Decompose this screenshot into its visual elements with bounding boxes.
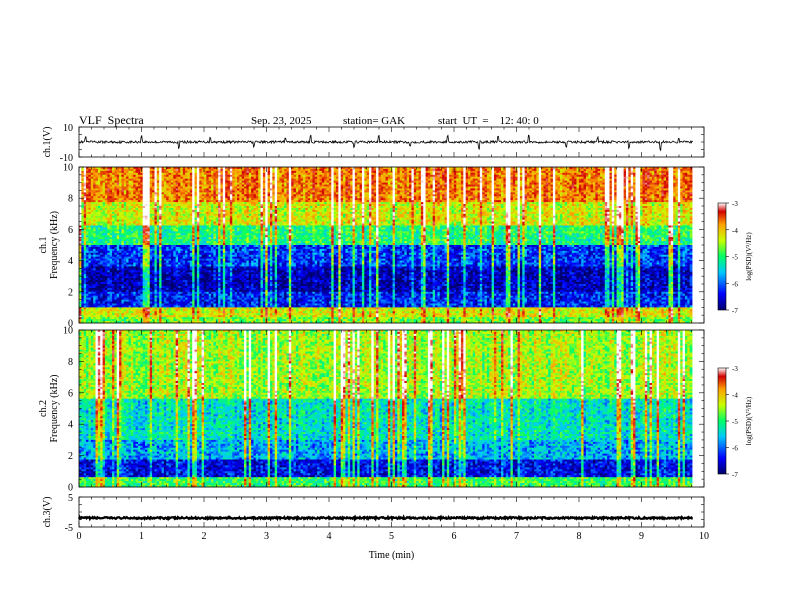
x-tick-label: 3	[264, 531, 269, 542]
x-tick-label: 8	[577, 531, 582, 542]
y-tick-label: 2	[68, 451, 73, 462]
colorbar-tick-label: -6	[732, 280, 738, 288]
y-tick-label: 4	[68, 420, 73, 431]
x-axis-label: Time (min)	[369, 550, 414, 561]
x-tick-label: 5	[389, 531, 394, 542]
y-tick-label: 8	[68, 194, 73, 205]
x-tick-label: 6	[452, 531, 457, 542]
colorbar-ch1_spectrogram	[718, 203, 726, 310]
y-tick-label: 10	[63, 326, 73, 337]
y-tick-label: 6	[68, 225, 73, 236]
colorbar-tick-label: -3	[732, 200, 738, 208]
spectrogram-image-ch2_spectrogram	[79, 330, 692, 487]
y-axis-label: ch.1(V)	[42, 127, 53, 158]
colorbar-tick-label: -4	[732, 227, 738, 235]
colorbar-tick-label: -5	[732, 254, 738, 262]
colorbar-tick-label: -7	[732, 307, 738, 315]
waveform-trace-ch3_waveform	[79, 517, 693, 519]
y-axis-label-frequency: Frequency (kHz)	[49, 374, 60, 442]
y-tick-label: 2	[68, 287, 73, 298]
colorbar-ch2_spectrogram	[718, 368, 726, 474]
y-axis-label-frequency: Frequency (kHz)	[49, 211, 60, 279]
colorbar-tick-label: -4	[732, 392, 738, 400]
colorbar-label: log(PSD)(V²/Hz)	[745, 232, 753, 281]
waveform-trace-ch1_waveform	[79, 135, 693, 150]
y-tick-label: 5	[68, 493, 73, 504]
x-tick-label: 0	[77, 531, 82, 542]
y-axis-label: ch.3(V)	[42, 497, 53, 528]
y-axis-label-channel: ch.1	[38, 237, 49, 254]
y-tick-label: -5	[65, 523, 73, 534]
x-tick-label: 10	[699, 531, 709, 542]
y-tick-label: 4	[68, 256, 73, 267]
y-tick-label: 10	[63, 163, 73, 174]
y-tick-label: 8	[68, 357, 73, 368]
y-tick-label: 0	[68, 483, 73, 494]
x-tick-label: 2	[202, 531, 207, 542]
colorbar-label: log(PSD)(V²/Hz)	[745, 396, 753, 445]
colorbar-tick-label: -6	[732, 445, 738, 453]
colorbar-tick-label: -7	[732, 471, 738, 479]
y-tick-label: 10	[63, 123, 73, 134]
x-tick-label: 7	[514, 531, 519, 542]
colorbar-tick-label: -5	[732, 418, 738, 426]
colorbar-tick-label: -3	[732, 365, 738, 373]
y-axis-label-channel: ch.2	[38, 400, 49, 417]
x-tick-label: 1	[139, 531, 144, 542]
x-tick-label: 4	[327, 531, 332, 542]
spectrogram-image-ch1_spectrogram	[79, 167, 692, 323]
x-tick-label: 9	[639, 531, 644, 542]
y-tick-label: 6	[68, 388, 73, 399]
